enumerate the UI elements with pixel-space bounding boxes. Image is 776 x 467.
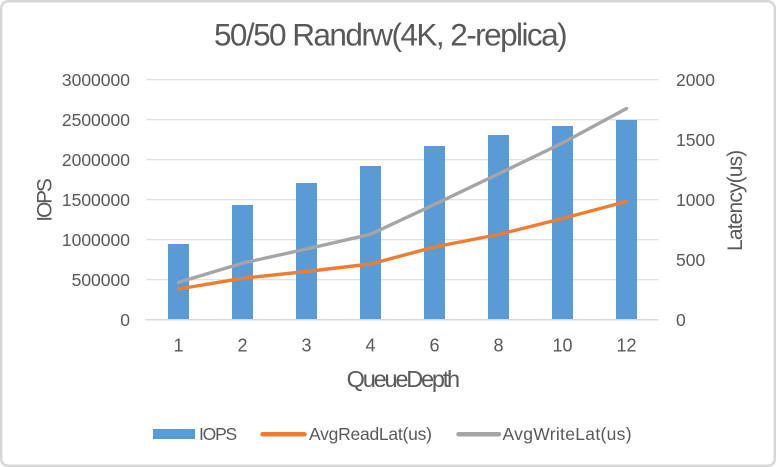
svg-text:500: 500 xyxy=(676,250,705,270)
svg-text:12: 12 xyxy=(616,336,636,356)
svg-text:QueueDepth: QueueDepth xyxy=(347,366,459,392)
svg-text:1500000: 1500000 xyxy=(62,190,130,210)
svg-text:1500: 1500 xyxy=(676,130,715,150)
svg-text:0: 0 xyxy=(120,310,130,330)
svg-text:1: 1 xyxy=(173,336,183,356)
svg-text:3: 3 xyxy=(301,336,311,356)
svg-text:500000: 500000 xyxy=(72,270,131,290)
svg-text:AvgReadLat(us): AvgReadLat(us) xyxy=(309,424,432,444)
svg-text:8: 8 xyxy=(493,336,503,356)
svg-text:0: 0 xyxy=(676,310,686,330)
svg-text:1000000: 1000000 xyxy=(62,230,130,250)
svg-text:IOPS: IOPS xyxy=(199,424,237,444)
svg-text:1000: 1000 xyxy=(676,190,715,210)
svg-text:2: 2 xyxy=(237,336,247,356)
svg-text:4: 4 xyxy=(365,336,375,356)
svg-text:50/50 Randrw(4K, 2-replica): 50/50 Randrw(4K, 2-replica) xyxy=(214,17,566,53)
svg-text:10: 10 xyxy=(552,336,572,356)
svg-text:2000000: 2000000 xyxy=(62,150,130,170)
svg-text:2000: 2000 xyxy=(676,70,715,90)
svg-text:2500000: 2500000 xyxy=(62,110,130,130)
svg-text:3000000: 3000000 xyxy=(62,70,130,90)
svg-text:Latency(us): Latency(us) xyxy=(724,151,747,251)
svg-text:AvgWriteLat(us): AvgWriteLat(us) xyxy=(503,424,632,444)
svg-text:IOPS: IOPS xyxy=(34,178,57,222)
svg-text:6: 6 xyxy=(429,336,439,356)
